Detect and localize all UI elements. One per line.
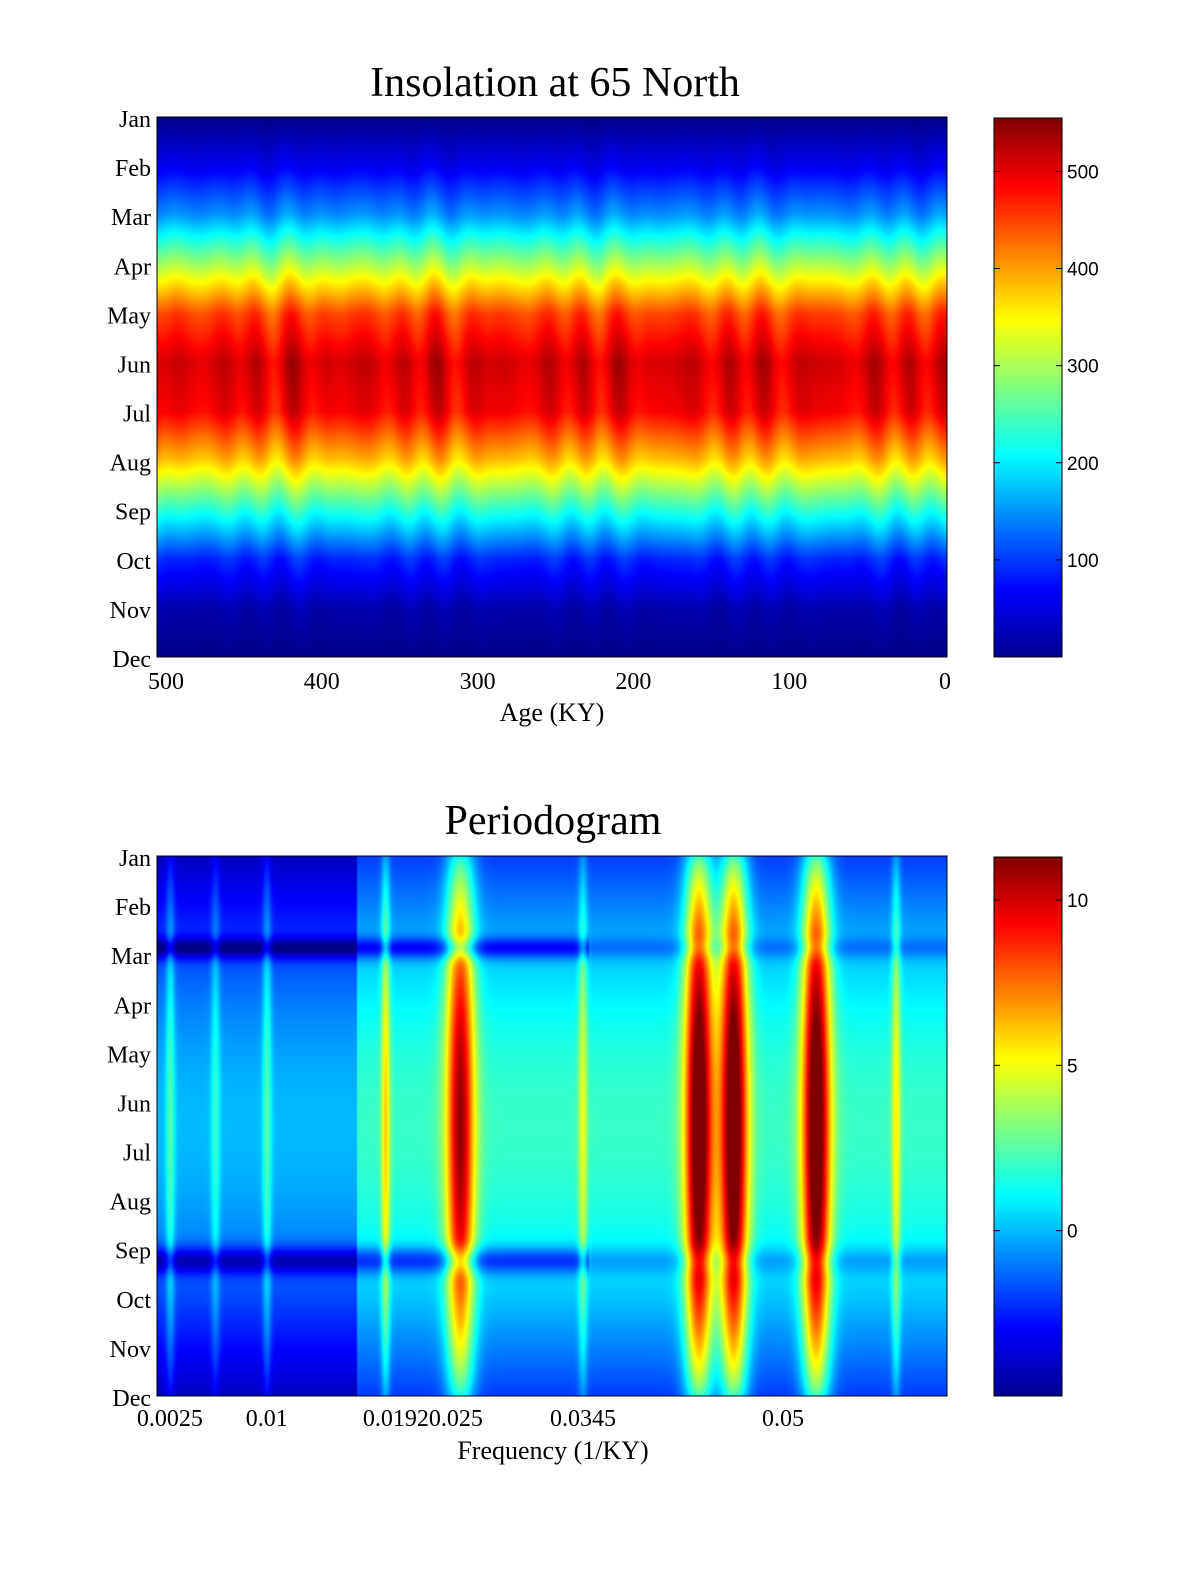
y-tick-label: Jun bbox=[118, 1091, 151, 1117]
y-tick-label: Mar bbox=[111, 205, 151, 231]
y-tick-label: Oct bbox=[116, 549, 151, 575]
periodogram-colorbar bbox=[994, 857, 1062, 1396]
x-tick-label: 0.01 bbox=[246, 1406, 288, 1432]
periodogram-x-tick-labels: 0.0025 0.01 0.01920.025 0.0345 0.05 bbox=[137, 1406, 804, 1432]
x-tick-label: 0 bbox=[939, 669, 951, 695]
insolation-plot-frame bbox=[156, 116, 948, 658]
y-tick-label: Jul bbox=[123, 1141, 151, 1167]
periodogram-plot-frame bbox=[156, 855, 948, 1397]
insolation-colorbar-frame bbox=[993, 117, 1063, 658]
periodogram-x-axis-label: Frequency (1/KY) bbox=[457, 1436, 648, 1465]
y-tick-label: May bbox=[107, 303, 151, 329]
y-tick-label: Jan bbox=[119, 107, 151, 133]
periodogram-chart: Periodogram Jan Feb Mar Apr May Jun Jul Aug Sep O… bbox=[107, 798, 1088, 1465]
insolation-colorbar bbox=[994, 118, 1062, 657]
colorbar-tick-label: 500 bbox=[1067, 162, 1099, 183]
colorbar-tick-label: 400 bbox=[1067, 260, 1099, 281]
y-tick-label: Dec bbox=[112, 1386, 151, 1412]
y-tick-label: Jun bbox=[118, 352, 151, 378]
y-tick-label: Nov bbox=[110, 1337, 151, 1363]
periodogram-y-tick-labels: Jan Feb Mar Apr May Jun Jul Aug Sep Oct Nov Dec bbox=[107, 846, 151, 1412]
y-tick-label: May bbox=[107, 1042, 151, 1068]
y-tick-label: Nov bbox=[110, 598, 151, 624]
insolation-x-tick-labels: 500 400 300 200 100 0 bbox=[148, 669, 951, 695]
x-tick-label: 300 bbox=[460, 669, 496, 695]
x-tick-label: 400 bbox=[304, 669, 340, 695]
x-tick-label: 0.05 bbox=[762, 1406, 804, 1432]
y-tick-label: Sep bbox=[115, 500, 151, 526]
colorbar-tick-label: 200 bbox=[1067, 454, 1099, 475]
y-tick-label: Jul bbox=[123, 402, 151, 428]
x-tick-label: 500 bbox=[148, 669, 184, 695]
y-tick-label: Feb bbox=[115, 156, 151, 182]
y-tick-label: Jan bbox=[119, 846, 151, 872]
colorbar-tick-label: 0 bbox=[1067, 1222, 1078, 1243]
colorbar-tick-label: 10 bbox=[1067, 891, 1088, 912]
insolation-x-axis-label: Age (KY) bbox=[500, 698, 605, 727]
y-tick-label: Aug bbox=[110, 1190, 151, 1216]
x-tick-label: 0.0025 bbox=[137, 1406, 203, 1432]
periodogram-title: Periodogram bbox=[445, 798, 662, 844]
y-tick-label: Oct bbox=[116, 1288, 151, 1314]
insolation-plot-area bbox=[157, 117, 947, 657]
colorbar-tick-label: 300 bbox=[1067, 357, 1099, 378]
y-tick-label: Apr bbox=[114, 993, 151, 1019]
insolation-chart: Insolation at 65 North Jan Feb Mar Apr May Ju… bbox=[107, 60, 1099, 727]
colorbar-tick-label: 100 bbox=[1067, 551, 1099, 572]
periodogram-colorbar-ticks: 0 5 10 bbox=[994, 891, 1088, 1243]
y-tick-label: Mar bbox=[111, 944, 151, 970]
x-tick-label: 200 bbox=[615, 669, 651, 695]
y-tick-label: Aug bbox=[110, 451, 151, 477]
periodogram-colorbar-frame bbox=[993, 856, 1063, 1397]
insolation-title: Insolation at 65 North bbox=[370, 60, 740, 106]
y-tick-label: Dec bbox=[112, 647, 151, 673]
periodogram-plot-area bbox=[157, 856, 947, 1396]
colorbar-tick-label: 5 bbox=[1067, 1056, 1078, 1077]
insolation-colorbar-ticks: 100 200 300 400 500 bbox=[994, 162, 1099, 572]
x-tick-label: 0.0345 bbox=[550, 1406, 616, 1432]
x-tick-label: 100 bbox=[771, 669, 807, 695]
x-tick-label: 0.01920.025 bbox=[363, 1406, 483, 1432]
y-tick-label: Feb bbox=[115, 895, 151, 921]
insolation-y-tick-labels: Jan Feb Mar Apr May Jun Jul Aug Sep Oct Nov Dec bbox=[107, 107, 151, 673]
y-tick-label: Sep bbox=[115, 1239, 151, 1265]
y-tick-label: Apr bbox=[114, 254, 151, 280]
